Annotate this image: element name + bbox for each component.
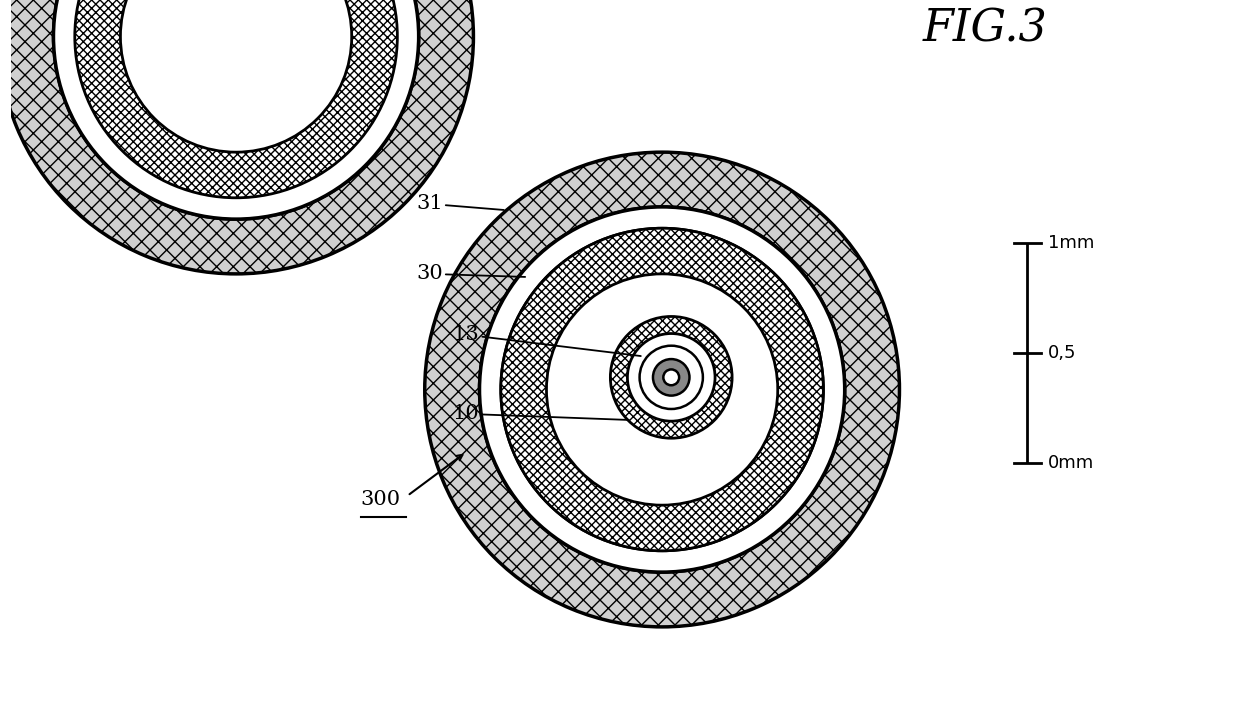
Text: 300: 300: [361, 489, 401, 508]
Text: 30: 30: [416, 264, 525, 283]
Circle shape: [627, 333, 715, 421]
Circle shape: [611, 316, 732, 438]
Text: 10: 10: [452, 405, 628, 424]
Circle shape: [639, 346, 703, 409]
Circle shape: [53, 0, 419, 219]
Text: 31: 31: [416, 194, 504, 213]
Text: 1mm: 1mm: [1048, 234, 1094, 253]
Text: 0,5: 0,5: [1048, 344, 1077, 362]
Circle shape: [663, 369, 679, 385]
Circle shape: [501, 228, 824, 551]
Circle shape: [653, 359, 689, 395]
Text: FIG.3: FIG.3: [922, 7, 1047, 50]
Circle shape: [120, 0, 352, 152]
Circle shape: [546, 274, 778, 505]
Circle shape: [479, 207, 845, 572]
Text: 13: 13: [452, 325, 641, 356]
Circle shape: [74, 0, 398, 198]
Circle shape: [501, 228, 824, 551]
Text: 0mm: 0mm: [1048, 453, 1094, 472]
